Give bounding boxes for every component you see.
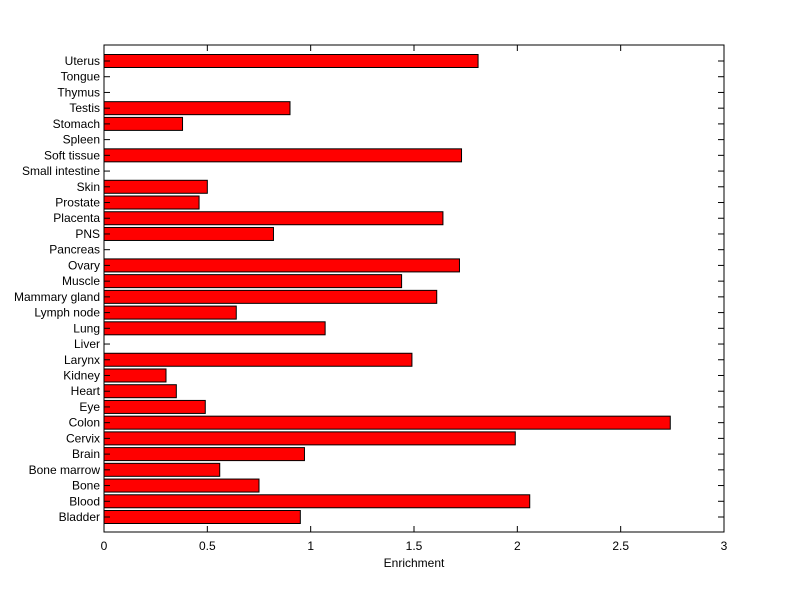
y-tick-label: Bone <box>72 479 100 493</box>
y-tick-label: Stomach <box>53 117 100 131</box>
bar-lymph-node <box>103 305 237 320</box>
y-tick-label: Lung <box>73 321 100 335</box>
plot-frame <box>103 44 725 533</box>
y-tick-label: Cervix <box>66 431 100 445</box>
y-tick-label: PNS <box>75 227 100 241</box>
bar-mammary-gland <box>103 289 438 304</box>
y-tick-label: Spleen <box>63 133 100 147</box>
x-tick-label: 0.5 <box>199 539 216 553</box>
y-tick-label: Lymph node <box>34 306 100 320</box>
bar-lung <box>103 321 326 336</box>
y-tick-label: Mammary gland <box>14 290 100 304</box>
x-tick-label: 0 <box>101 539 108 553</box>
x-tick-label: 1 <box>307 539 314 553</box>
x-axis-label: Enrichment <box>384 556 445 570</box>
bar-ovary <box>103 258 460 273</box>
y-tick-label: Prostate <box>55 196 100 210</box>
bar-brain <box>103 447 305 462</box>
bar-stomach <box>103 116 184 131</box>
bar-prostate <box>103 195 200 210</box>
x-tick-label: 3 <box>721 539 728 553</box>
y-tick-label: Larynx <box>64 353 100 367</box>
y-tick-label: Uterus <box>65 54 100 68</box>
bar-heart <box>103 384 177 399</box>
y-tick-label: Placenta <box>53 211 100 225</box>
y-tick-label: Muscle <box>62 274 100 288</box>
bar-skin <box>103 179 208 194</box>
y-tick-label: Brain <box>72 447 100 461</box>
bar-kidney <box>103 368 167 383</box>
bar-pns <box>103 226 274 241</box>
bar-bone-marrow <box>103 462 221 477</box>
y-tick-label: Bone marrow <box>29 463 101 477</box>
y-tick-label: Bladder <box>59 510 100 524</box>
y-tick-label: Blood <box>69 494 100 508</box>
bar-bladder <box>103 510 301 524</box>
x-ticks-group: 0 0.5 1 1.5 2 2.5 3 <box>101 45 728 553</box>
y-tick-label: Kidney <box>63 368 100 382</box>
bar-bone <box>103 478 260 493</box>
y-tick-label: Skin <box>77 180 100 194</box>
y-tick-label: Liver <box>74 337 100 351</box>
bar-testis <box>103 101 291 116</box>
bar-uterus <box>103 54 479 68</box>
y-tick-label: Testis <box>69 101 100 115</box>
bar-cervix <box>103 431 516 446</box>
bar-larynx <box>103 352 413 367</box>
x-tick-label: 2 <box>514 539 521 553</box>
bar-soft-tissue <box>103 148 463 163</box>
x-tick-label: 1.5 <box>406 539 423 553</box>
y-tick-label: Colon <box>69 416 100 430</box>
x-tick-label: 2.5 <box>612 539 629 553</box>
y-tick-label: Ovary <box>68 258 100 272</box>
bar-placenta <box>103 211 444 226</box>
y-tick-label: Thymus <box>57 85 100 99</box>
y-tick-label: Eye <box>79 400 100 414</box>
bar-eye <box>103 399 206 414</box>
y-tick-label: Small intestine <box>22 164 100 178</box>
bar-blood <box>103 494 531 509</box>
y-tick-label: Heart <box>71 384 101 398</box>
y-tick-label: Pancreas <box>49 243 100 257</box>
y-tick-label: Tongue <box>61 70 101 84</box>
bar-muscle <box>103 274 403 289</box>
y-tick-label: Soft tissue <box>44 148 100 162</box>
bar-colon <box>103 415 671 430</box>
